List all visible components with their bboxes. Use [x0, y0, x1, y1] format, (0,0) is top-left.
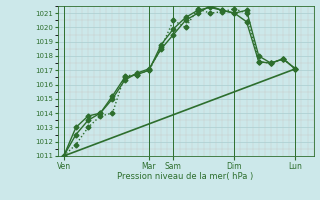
X-axis label: Pression niveau de la mer( hPa ): Pression niveau de la mer( hPa ) [117, 172, 254, 181]
